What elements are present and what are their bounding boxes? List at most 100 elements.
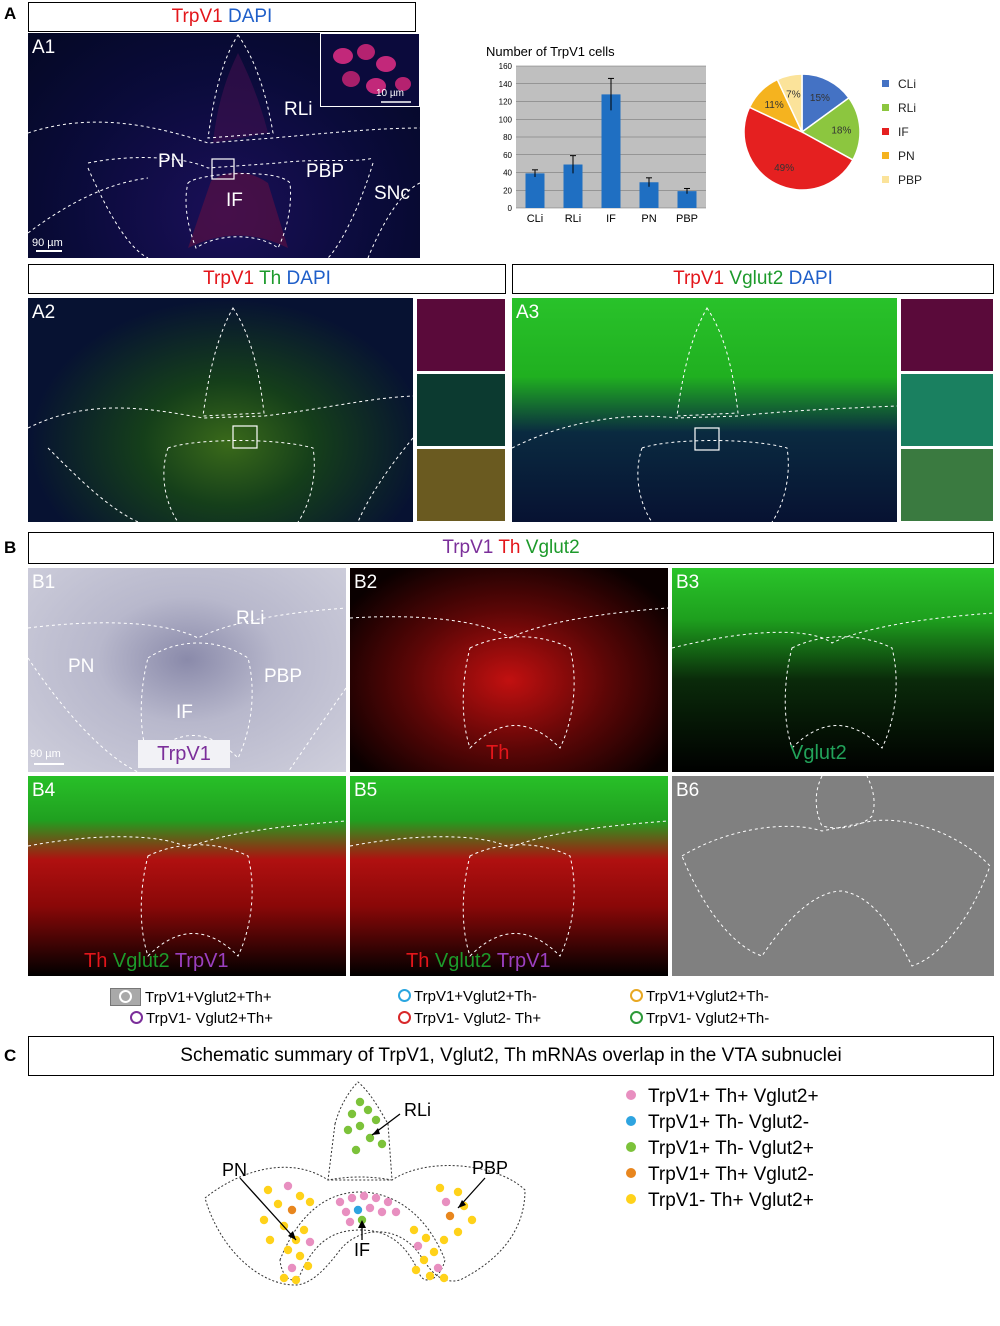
c-rli-label: RLi	[404, 1100, 432, 1120]
b-legend-item: TrpV1- Vglut2+Th+	[130, 1010, 273, 1027]
ring-marker-icon	[398, 1011, 411, 1024]
ring-marker-icon	[630, 989, 643, 1002]
b1-scale-label: 90 µm	[30, 748, 61, 760]
a2-inset-green	[416, 373, 506, 447]
c-if-outline	[279, 1191, 446, 1281]
schematic-dot	[359, 1191, 369, 1201]
pie-slice-if	[743, 106, 854, 191]
schematic-dot	[295, 1251, 305, 1261]
schematic-dot	[441, 1197, 451, 1207]
b5-ch-vglut2: Vglut2	[434, 950, 492, 972]
bar-ytick-label: 80	[503, 133, 512, 142]
bar-pbp	[677, 191, 697, 208]
b-legend-text: TrpV1- Vglut2+Th+	[146, 1010, 274, 1027]
bar-if	[601, 94, 621, 208]
bar-rli	[563, 164, 583, 208]
schematic-dot	[467, 1215, 477, 1225]
bar-chart-plot: 0 20 40 60 80 100 120 140 160 CLi RLi IF PN PBP	[499, 62, 706, 225]
legend-dot-icon	[626, 1194, 636, 1204]
c-rli-outline	[327, 1081, 393, 1181]
b3-channel-label: Vglut2	[790, 742, 847, 764]
schematic-dot	[259, 1215, 269, 1225]
a3-micrograph: A3	[512, 298, 897, 522]
b6-schematic: B6	[672, 776, 994, 976]
a3-outlines	[512, 307, 897, 522]
b1-probe-text: TrpV1	[157, 743, 211, 765]
schematic-dot	[435, 1183, 445, 1193]
pie-legend-swatch	[882, 104, 889, 111]
schematic-dot	[425, 1271, 435, 1281]
pie-legend-swatch	[882, 80, 889, 87]
b1-label: B1	[32, 572, 56, 593]
bar-xtick-pn: PN	[641, 213, 656, 225]
b5-micrograph: B5 Th Vglut2 TrpV1	[350, 776, 668, 976]
a3-header-vglut2: Vglut2	[729, 268, 784, 289]
schematic-dot	[429, 1247, 439, 1257]
b1-if-label: IF	[176, 702, 193, 723]
schematic-dot	[453, 1227, 463, 1237]
schematic-dot	[391, 1207, 401, 1217]
pie-label-pbp: 7%	[786, 90, 801, 101]
schematic-dot	[345, 1217, 355, 1227]
b4-ch-trpv1: TrpV1	[174, 950, 229, 972]
a2-outlines	[28, 307, 413, 522]
schematic-dot	[439, 1273, 449, 1283]
pie-chart-plot: 15% 18% 49% 11%7%	[743, 73, 861, 191]
bar-ytick-label: 120	[499, 98, 513, 107]
b5-label: B5	[354, 780, 378, 801]
a1-header: TrpV1 DAPI	[28, 2, 416, 32]
a1-label: A1	[32, 37, 56, 58]
c-vta-outline	[204, 1165, 526, 1286]
b-legend-text: TrpV1+Vglut2+Th-	[646, 988, 769, 1005]
c-legend-item: TrpV1+ Th- Vglut2+	[626, 1138, 814, 1160]
a1-inset-scale: 10 µm	[376, 88, 404, 99]
pie-legend-cli: CLi	[898, 77, 916, 91]
pie-legend-swatch	[882, 128, 889, 135]
legend-dot-icon	[626, 1090, 636, 1100]
legend-dot-icon	[626, 1168, 636, 1178]
bar-ytick-label: 0	[508, 204, 513, 213]
schematic-dot	[445, 1211, 455, 1221]
b1-micrograph: B1 RLi PN PBP IF 90 µm TrpV1	[28, 568, 346, 772]
a3-header-dapi: DAPI	[788, 268, 833, 289]
schematic-dot	[419, 1255, 429, 1265]
a2-header: TrpV1 Th DAPI	[28, 264, 506, 294]
schematic-dot	[347, 1109, 357, 1119]
a1-outlines	[28, 34, 420, 258]
panel-letter-a: A	[4, 4, 17, 23]
ring-marker-icon	[119, 990, 132, 1003]
schematic-dot	[305, 1237, 315, 1247]
b5-outlines	[350, 820, 668, 957]
schematic-dot	[355, 1097, 365, 1107]
schematic-dot	[299, 1225, 309, 1235]
b-header-th: Th	[498, 537, 521, 558]
a1-inset-cells	[333, 44, 411, 103]
a1-micrograph: 10 µm A1 RLi PN IF PBP SNc 90 µm	[28, 33, 420, 258]
b-legend-item: TrpV1+Vglut2+Th-	[398, 988, 537, 1005]
schematic-dot	[351, 1145, 361, 1155]
bar-cli	[525, 173, 545, 208]
schematic-dot	[353, 1205, 363, 1215]
b-legend-text: TrpV1+Vglut2+Th-	[414, 988, 537, 1005]
a1-header-dapi: DAPI	[227, 6, 273, 27]
b4-channel-label: Th Vglut2 TrpV1	[84, 950, 229, 973]
b-header-trpv1: TrpV1	[442, 537, 494, 558]
b5-channel-label: Th Vglut2 TrpV1	[406, 950, 551, 973]
schematic-dot	[453, 1187, 463, 1197]
pie-legend-swatch	[882, 176, 889, 183]
b-header: TrpV1 Th Vglut2	[28, 532, 994, 564]
schematic-dot	[377, 1207, 387, 1217]
schematic-dot	[355, 1121, 365, 1131]
a1-rli-label: RLi	[284, 99, 313, 120]
a3-inset-red	[900, 298, 994, 372]
b-legend-item: TrpV1+Vglut2+Th+	[110, 988, 272, 1006]
c-legend-text: TrpV1+ Th- Vglut2-	[648, 1112, 810, 1133]
pie-chart: 15% 18% 49% 11%7% CLi RLi IF PN PBP	[743, 73, 922, 191]
a1-scale-label: 90 µm	[32, 237, 63, 249]
a2-header-th: Th	[259, 268, 282, 289]
ring-marker-icon	[630, 1011, 643, 1024]
pie-legend-swatch	[882, 152, 889, 159]
c-pn-label: PN	[222, 1160, 248, 1180]
b-legend-text: TrpV1- Vglut2+Th-	[646, 1010, 770, 1027]
schematic-dot	[377, 1139, 387, 1149]
